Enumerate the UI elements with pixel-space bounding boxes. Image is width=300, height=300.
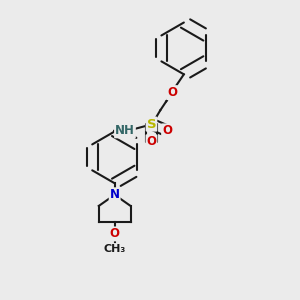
Text: NH: NH bbox=[115, 124, 135, 137]
Text: O: O bbox=[110, 227, 120, 240]
Text: S: S bbox=[147, 118, 156, 130]
Text: N: N bbox=[110, 188, 120, 201]
Text: O: O bbox=[146, 135, 157, 148]
Text: CH₃: CH₃ bbox=[103, 244, 126, 254]
Text: O: O bbox=[162, 124, 172, 137]
Text: O: O bbox=[167, 86, 177, 99]
